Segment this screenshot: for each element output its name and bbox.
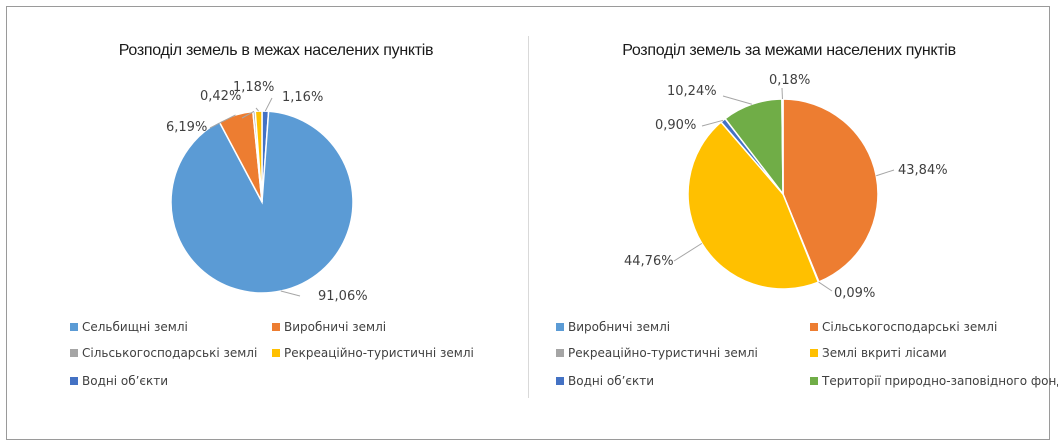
- legend-item: Території природно-заповідного фонду: [810, 374, 1058, 388]
- data-label: 91,06%: [318, 289, 368, 304]
- legend-label: Водні об’єкти: [82, 374, 169, 388]
- legend-swatch: [810, 349, 818, 357]
- data-label: 44,76%: [624, 254, 674, 269]
- data-label: 1,18%: [233, 80, 274, 95]
- leader-line: [673, 242, 703, 262]
- pie-slice: [781, 98, 784, 195]
- legend-swatch: [556, 323, 564, 331]
- legend-swatch: [70, 377, 78, 385]
- legend-label: Виробничі землі: [568, 320, 671, 334]
- chart-title-left: Розподіл земель в межах населених пункті…: [118, 42, 434, 59]
- data-label: 0,90%: [655, 118, 696, 133]
- legend-item: Водні об’єкти: [556, 374, 654, 388]
- data-label: 0,09%: [834, 286, 875, 301]
- leader-line: [722, 95, 753, 105]
- data-label: 6,19%: [166, 120, 207, 135]
- leader-line: [209, 114, 236, 129]
- legend-swatch: [556, 349, 564, 357]
- legend-label: Сільськогосподарські землі: [82, 346, 258, 360]
- leader-line: [876, 169, 895, 177]
- legend-label: Сельбищні землі: [82, 320, 188, 334]
- leader-line: [701, 119, 724, 127]
- legend-item: Рекреаційно-туристичні землі: [556, 346, 758, 360]
- chart-title-right: Розподіл земель за межами населених пунк…: [622, 42, 956, 59]
- leader-line: [264, 97, 273, 112]
- legend-item: Сільськогосподарські землі: [810, 320, 997, 334]
- legend-swatch: [272, 349, 280, 357]
- leader-line: [255, 107, 260, 112]
- pie-slice: [254, 110, 263, 203]
- legend-item: Сільськогосподарські землі: [70, 346, 257, 360]
- legend-item: Виробничі землі: [272, 320, 386, 334]
- legend-item: Виробничі землі: [556, 320, 670, 334]
- legend-swatch: [70, 323, 78, 331]
- legend-item: Водні об’єкти: [70, 374, 168, 388]
- legend-label: Виробничі землі: [284, 320, 387, 334]
- legend-swatch: [70, 349, 78, 357]
- legend-label: Водні об’єкти: [568, 374, 655, 388]
- legend-item: Землі вкриті лісами: [810, 346, 947, 360]
- legend-swatch: [810, 377, 818, 385]
- pie-slice: [782, 98, 879, 283]
- leader-line: [280, 290, 301, 297]
- leader-line: [241, 110, 255, 119]
- data-label: 1,16%: [282, 90, 323, 105]
- leader-line: [818, 281, 833, 292]
- data-label: 0,18%: [769, 73, 810, 88]
- legend-label: Землі вкриті лісами: [822, 346, 947, 360]
- data-label: 43,84%: [898, 163, 948, 178]
- legend-swatch: [810, 323, 818, 331]
- legend-label: Території природно-заповідного фонду: [822, 374, 1058, 388]
- legend-item: Рекреаційно-туристичні землі: [272, 346, 474, 360]
- legend-label: Сільськогосподарські землі: [822, 320, 998, 334]
- legend-item: Сельбищні землі: [70, 320, 188, 334]
- legend-swatch: [556, 377, 564, 385]
- data-label: 10,24%: [667, 84, 717, 99]
- legend-swatch: [272, 323, 280, 331]
- legend-label: Рекреаційно-туристичні землі: [568, 346, 758, 360]
- data-label: 0,42%: [200, 89, 241, 104]
- legend-label: Рекреаційно-туристичні землі: [284, 346, 474, 360]
- pie-slice: [687, 120, 820, 290]
- chart-divider: [528, 36, 529, 398]
